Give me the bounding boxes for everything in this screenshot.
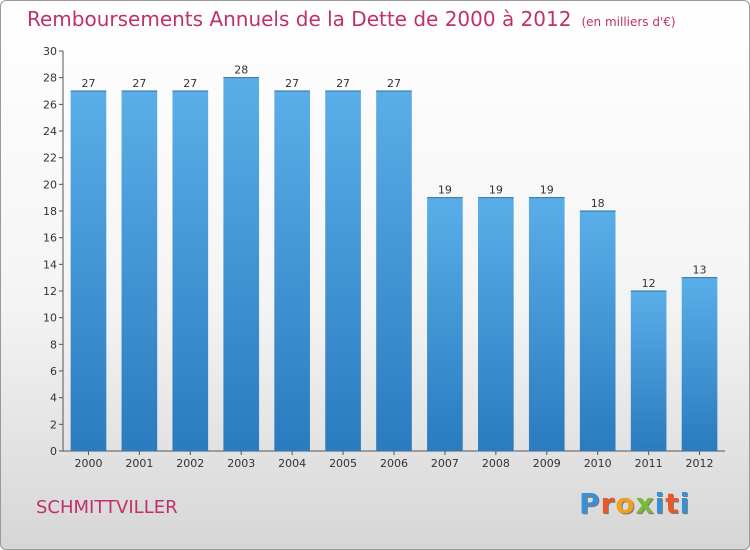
x-tick-label: 2004	[278, 457, 306, 470]
bar-value-label: 19	[489, 184, 503, 197]
y-tick-label: 6	[50, 365, 57, 378]
logo-letter: x	[635, 487, 655, 520]
bar	[325, 91, 361, 451]
x-tick-label: 2012	[686, 457, 714, 470]
x-tick-label: 2000	[74, 457, 102, 470]
y-tick-label: 30	[43, 45, 57, 58]
y-tick-label: 28	[43, 72, 57, 85]
bar	[630, 291, 667, 451]
bar	[121, 91, 158, 451]
logo-letter: i	[679, 487, 691, 520]
bar	[172, 91, 209, 451]
chart-title-text: Remboursements Annuels de la Dette de 20…	[27, 7, 572, 31]
chart-subtitle: (en milliers d'€)	[581, 15, 676, 29]
logo-letter: r	[600, 487, 616, 520]
x-tick-label: 2008	[482, 457, 510, 470]
y-tick-label: 14	[43, 258, 57, 271]
x-tick-label: 2002	[176, 457, 204, 470]
logo-letter: P	[579, 487, 601, 520]
y-tick-label: 24	[43, 125, 57, 138]
y-tick-label: 2	[50, 418, 57, 431]
x-tick-label: 2001	[125, 457, 153, 470]
y-tick-label: 12	[43, 285, 57, 298]
x-tick-label: 2003	[227, 457, 255, 470]
bar-value-label: 18	[591, 197, 605, 210]
y-tick-label: 0	[50, 445, 57, 458]
bar	[528, 197, 565, 451]
x-tick-label: 2009	[533, 457, 561, 470]
bar	[427, 197, 463, 451]
y-tick-label: 8	[50, 338, 57, 351]
y-tick-label: 20	[43, 178, 57, 191]
commune-name: SCHMITTVILLER	[36, 497, 178, 518]
bar-value-label: 13	[693, 264, 707, 277]
bar	[478, 197, 514, 451]
bar-value-label: 27	[183, 77, 197, 90]
logo-letter: o	[615, 487, 636, 520]
x-tick-label: 2007	[431, 457, 459, 470]
proxiti-logo: Proxiti	[579, 487, 690, 520]
y-tick-label: 16	[43, 232, 57, 245]
y-tick-label: 22	[43, 152, 57, 165]
x-tick-label: 2006	[380, 457, 408, 470]
bar-value-label: 19	[540, 184, 554, 197]
bar	[223, 77, 260, 452]
chart-title: Remboursements Annuels de la Dette de 20…	[27, 7, 676, 31]
bar-value-label: 27	[387, 77, 401, 90]
bar	[579, 211, 616, 451]
x-tick-label: 2011	[635, 457, 663, 470]
bar-value-label: 27	[285, 77, 299, 90]
bar-value-label: 27	[132, 77, 146, 90]
bar	[376, 91, 412, 451]
bar-value-label: 19	[438, 184, 452, 197]
logo-letter: i	[654, 487, 666, 520]
y-tick-label: 26	[43, 98, 57, 111]
bar-value-label: 27	[81, 77, 95, 90]
bar	[681, 277, 718, 451]
bar	[274, 91, 310, 451]
x-tick-label: 2010	[584, 457, 612, 470]
bar-value-label: 28	[234, 64, 248, 77]
x-tick-label: 2005	[329, 457, 357, 470]
bar-value-label: 12	[642, 277, 656, 290]
y-tick-label: 18	[43, 205, 57, 218]
bar-value-label: 27	[336, 77, 350, 90]
bar	[70, 91, 107, 451]
logo-letter: t	[665, 487, 680, 520]
y-tick-label: 10	[43, 312, 57, 325]
y-tick-label: 4	[50, 392, 57, 405]
